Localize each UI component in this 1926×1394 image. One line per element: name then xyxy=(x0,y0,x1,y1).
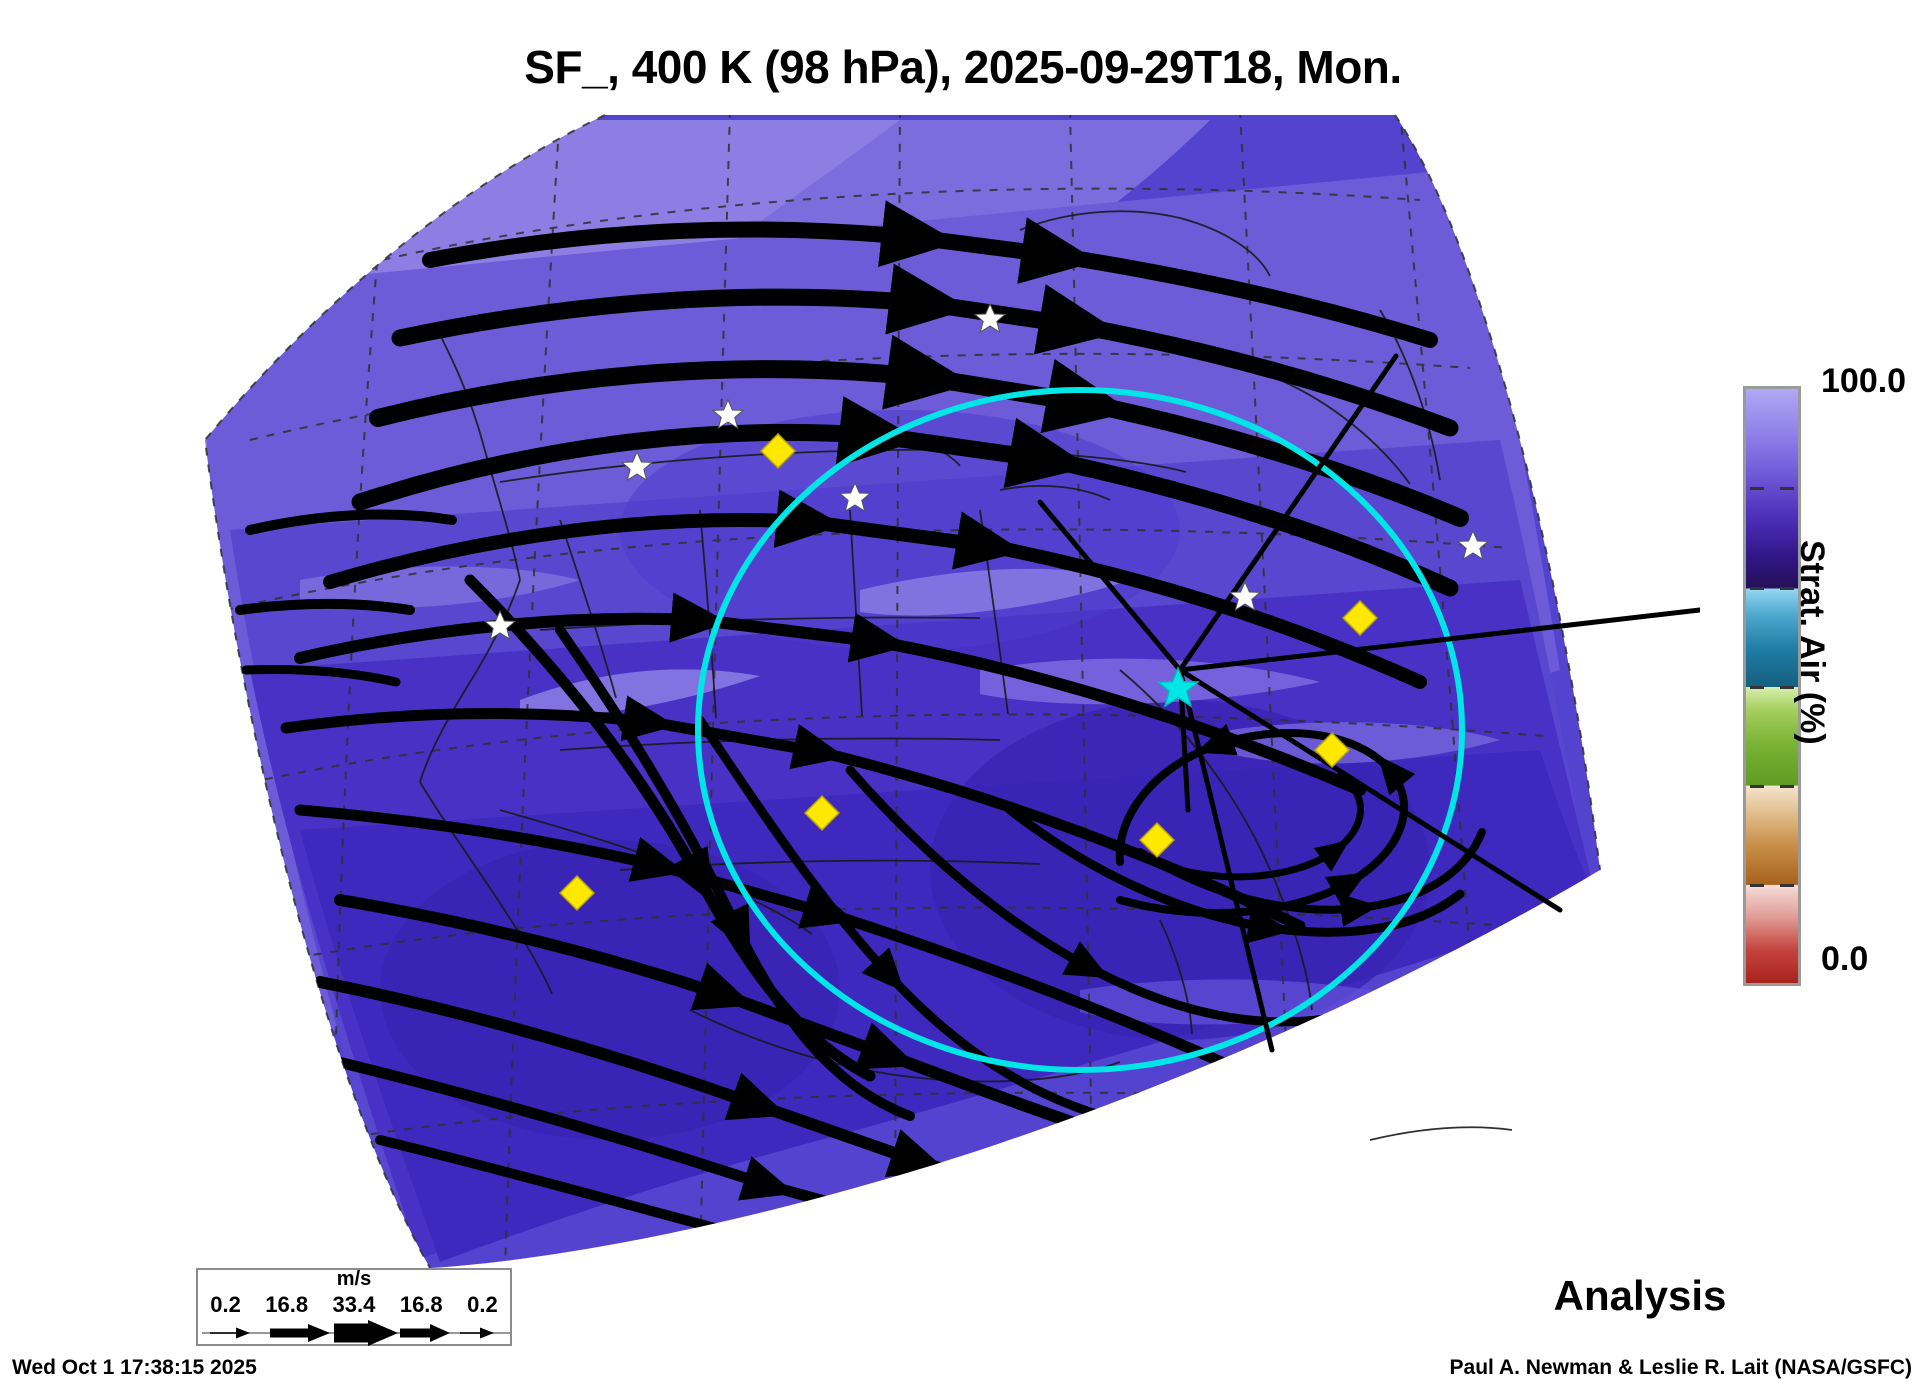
coastline-florida xyxy=(1159,919,1193,1035)
streamline xyxy=(324,1054,936,1236)
wind-legend-units: m/s xyxy=(336,1268,372,1290)
streamline xyxy=(245,509,457,535)
colorbar: 100.0 Strat. Air (%) 0.0 xyxy=(1735,362,1925,1000)
wind-legend-value: 33.4 xyxy=(332,1292,376,1317)
flight-track xyxy=(1177,353,1399,673)
yellow-diamond-marker[interactable] xyxy=(558,432,1379,912)
colorbar-axis-title: Strat. Air (%) xyxy=(1793,540,1831,745)
colorbar-min-label: 0.0 xyxy=(1821,940,1869,978)
graticule-parallel xyxy=(214,713,1546,791)
colorbar-tick xyxy=(1780,487,1794,490)
coastline-baja xyxy=(419,781,553,995)
streamline xyxy=(369,334,1469,527)
wind-legend-value: 16.8 xyxy=(265,1292,309,1317)
streamline xyxy=(323,489,1427,689)
colorbar-bar xyxy=(1743,386,1801,986)
streamline xyxy=(294,804,1306,1104)
flight-track-layer xyxy=(1037,353,1700,1053)
flight-track xyxy=(1177,667,1275,1053)
wind-legend-values: 0.2 16.8 33.4 16.8 0.2 xyxy=(198,1292,510,1318)
streamline xyxy=(845,765,1335,1027)
range-circle-layer xyxy=(695,387,1465,1073)
colorbar-tick xyxy=(1750,487,1764,490)
colorbar-tick xyxy=(1780,785,1794,788)
colorbar-tick xyxy=(1780,884,1794,887)
flight-track xyxy=(1177,667,1563,913)
streamline xyxy=(1115,723,1416,917)
colorbar-max-label: 100.0 xyxy=(1821,362,1907,400)
colorbar-tick xyxy=(1780,686,1794,689)
wind-speed-legend: m/s 0.2 16.8 33.4 16.8 0.2 xyxy=(196,1268,512,1346)
field-wisp-2 xyxy=(860,568,1130,616)
weather-map[interactable] xyxy=(0,110,1700,1270)
streamline xyxy=(464,574,876,1082)
station-marker-layer[interactable] xyxy=(483,302,1490,912)
border-state-3 xyxy=(559,519,617,699)
graticule-edge-right xyxy=(1394,114,1601,871)
colorbar-tick xyxy=(1750,686,1764,689)
wind-legend-arrows xyxy=(202,1320,510,1346)
map-panel[interactable] xyxy=(0,110,1700,1270)
streamline xyxy=(235,599,415,615)
generation-timestamp: Wed Oct 1 17:38:15 2025 xyxy=(12,1356,257,1379)
graticule-edge-left xyxy=(203,114,606,1269)
colorbar-tick xyxy=(1750,587,1764,590)
streamline xyxy=(351,396,1459,597)
flight-track xyxy=(1177,607,1700,673)
streamline xyxy=(241,665,401,687)
streamline xyxy=(422,200,1438,348)
streamline xyxy=(1005,805,1465,944)
wind-legend-value: 0.2 xyxy=(210,1292,241,1317)
colorbar-tick xyxy=(1780,587,1794,590)
streamline xyxy=(555,625,915,1121)
graticule-parallel xyxy=(299,187,1421,281)
graticule-parallel xyxy=(229,906,1571,971)
analysis-label: Analysis xyxy=(1553,1272,1727,1319)
coastline-caribbean xyxy=(1369,1126,1513,1141)
cyan-star-marker[interactable] xyxy=(1156,666,1200,708)
page-title: SF_, 400 K (98 hPa), 2025-09-29T18, Mon. xyxy=(524,41,1402,93)
streamline xyxy=(391,263,1459,437)
streamline xyxy=(695,715,1115,1123)
flight-track xyxy=(1037,499,1183,673)
white-star-marker[interactable] xyxy=(483,302,1490,641)
author-credit: Paul A. Newman & Leslie R. Lait (NASA/GS… xyxy=(1449,1356,1912,1379)
colorbar-tick xyxy=(1750,884,1764,887)
field-wisp-3 xyxy=(980,658,1320,705)
colorbar-tick xyxy=(1750,785,1764,788)
wind-legend-value: 0.2 xyxy=(467,1292,498,1317)
flight-range-circle xyxy=(695,387,1465,1073)
wind-legend-value: 16.8 xyxy=(399,1292,443,1317)
